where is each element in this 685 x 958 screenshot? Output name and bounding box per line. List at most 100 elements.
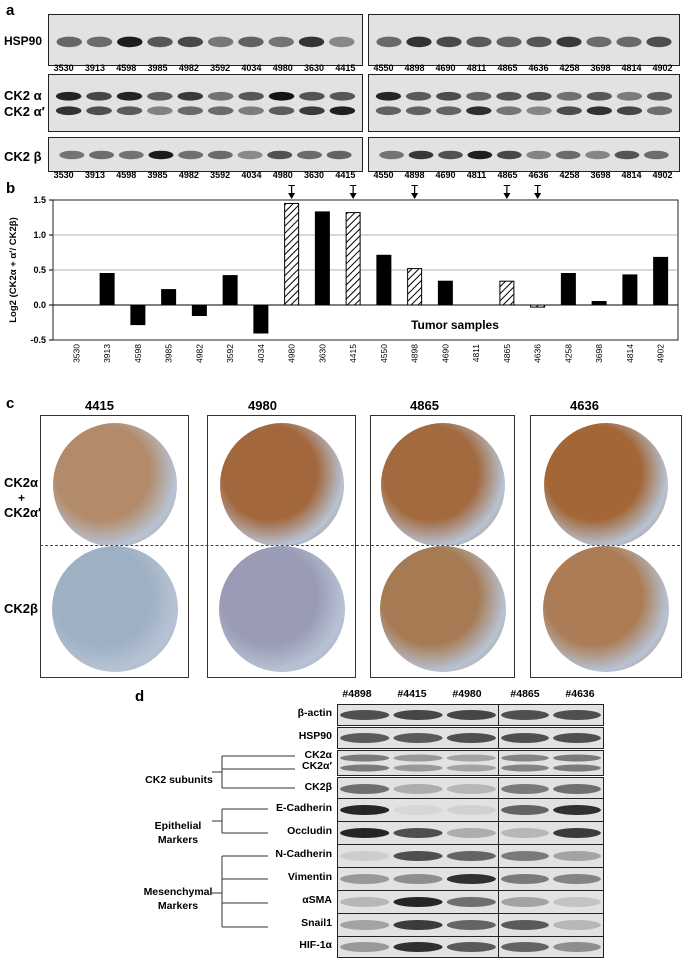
ihc-col-header-4: 4636 [570,398,599,413]
blot-ck2a-left [48,74,363,132]
group-label-mesenchymal-markers: Markers [157,900,199,912]
blot-band [496,36,522,48]
bar [253,304,269,334]
blot-band [556,91,582,101]
x-tick-label: 4034 [256,344,266,363]
arrow-head-up [534,185,542,186]
bar [191,304,207,316]
blot-band [329,106,356,116]
tissue-core [380,423,505,547]
bar [591,301,607,306]
ihc-panel [530,415,682,547]
ihc-panel [40,545,189,678]
sample-number: 4415 [335,63,356,73]
blot-band [501,851,549,861]
arrow-head-up [349,185,357,186]
sample-number: 3913 [84,170,105,180]
blot-band [393,920,443,930]
blot-band [496,91,522,101]
blot-band [340,828,390,838]
blot-band [446,851,496,861]
blot-band [376,36,402,48]
blot-band [393,851,443,861]
sample-number: 3985 [147,170,168,180]
sample-number: 3698 [590,63,611,73]
x-tick-label: 3630 [317,344,327,363]
blot-band [446,733,496,743]
blot-band [340,733,390,743]
x-tick-label: 3913 [102,344,112,363]
blot-band [446,784,496,794]
panel-d-column-header: #4980 [452,688,482,700]
blot-band [267,150,293,160]
bar [284,203,300,306]
blot-band [501,874,549,884]
panel-d-blot-strip [337,750,499,776]
sample-number: 4814 [621,63,642,73]
blot-band [326,150,352,160]
group-label-epithelial-markers: Markers [157,834,199,846]
ihc-panel [207,415,356,547]
blot-band [393,733,443,743]
blot-band [238,106,264,116]
sample-number: 4898 [404,63,425,73]
ihc-col-header-2: 4980 [248,398,277,413]
sample-number: 3592 [210,63,231,73]
panel-d-blot-strip [498,777,604,801]
blot-band [616,36,642,48]
x-tick-label: 4636 [533,344,543,363]
blot-band [446,805,496,815]
panel-d-blot-strip [498,890,604,914]
bar [437,280,453,306]
arrow-head-down [503,193,511,199]
panel-d-column-header: #4865 [510,688,540,700]
sample-number: 3985 [147,63,168,73]
group-label-epithelial: Epithelial [154,820,202,832]
sample-number: 4598 [116,170,137,180]
y-tick-label: 0.5 [33,265,46,275]
blot-band [375,91,402,101]
blot-band [340,920,390,930]
panel-b-label: b [6,180,16,197]
blot-band [446,920,496,930]
blot-band [553,851,601,861]
blot-band [148,150,174,160]
blot-band [556,106,582,116]
panel-d-row-label: β-actin [297,707,332,719]
x-tick-label: 4415 [348,344,358,363]
blot-band [393,754,443,762]
bar [376,254,392,306]
blot-band [296,150,322,160]
blot-band [555,150,581,160]
blot-band [178,150,204,160]
blot-band [446,754,496,762]
y-tick-label: 1.5 [33,195,46,205]
blot-band [118,150,144,160]
blot-band [496,106,522,116]
sample-number: 4690 [435,170,456,180]
panel-d-row-label: HSP90 [298,730,332,742]
panel-d-blot-strip [337,913,499,937]
sample-number: 4865 [497,170,518,180]
x-tick-label: 4865 [502,344,512,363]
blot-band [268,91,295,101]
blot-band [147,106,173,116]
bar [314,211,330,306]
panel-d-blot-strip [337,727,499,749]
row-label-ck2b: CK2 β [4,149,42,164]
panel-d-row-label: Snail1 [301,917,332,929]
tissue-core [52,423,177,547]
blot-band [375,106,402,116]
blot-band [553,805,601,815]
blot-band [496,150,522,160]
blot-band [177,106,204,116]
blot-band [177,36,204,48]
sample-number: 3530 [53,170,74,180]
x-tick-label: 4814 [625,344,635,363]
blot-band [616,91,643,101]
group-label-mesenchymal: Mesenchymal [143,886,213,898]
blot-band [553,754,601,762]
row-label-hsp90: HSP90 [4,34,43,48]
blot-band [207,150,233,160]
